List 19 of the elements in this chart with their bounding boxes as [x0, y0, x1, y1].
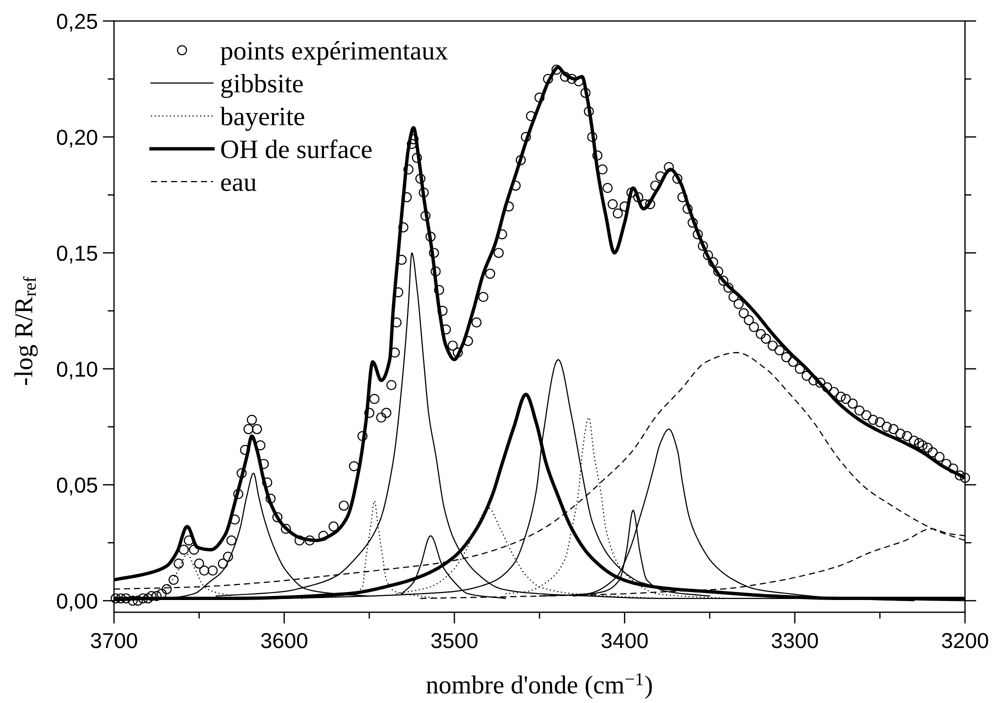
legend-label: eau — [221, 178, 256, 192]
x-tick-label: 3700 — [90, 633, 138, 648]
x-axis-title: nombre d'onde (cm$^{−1}$) — [426, 673, 652, 699]
y-tick-label: 0,00 — [56, 593, 98, 612]
legend-label: OH de surface — [221, 139, 372, 158]
y-tick-label: 0,20 — [56, 130, 98, 148]
x-tick-label: 3300 — [772, 633, 818, 648]
x-tick-label: 3500 — [431, 633, 478, 648]
legend-label: bayerite — [220, 106, 304, 131]
y-axis-title: -log R/R$_{ref}$ — [14, 276, 38, 385]
y-tick-label: 0,15 — [56, 246, 98, 264]
legend-label: points expérimentaux — [220, 41, 448, 66]
legend-label: gibbsite — [221, 74, 303, 98]
x-tick-label: 3600 — [261, 633, 308, 648]
y-tick-label: 0,05 — [56, 478, 98, 496]
y-tick-label: 0,25 — [56, 14, 98, 32]
x-tick-label: 3200 — [942, 633, 988, 648]
y-tick-label: 0,10 — [56, 362, 98, 380]
x-tick-label: 3400 — [601, 633, 648, 648]
